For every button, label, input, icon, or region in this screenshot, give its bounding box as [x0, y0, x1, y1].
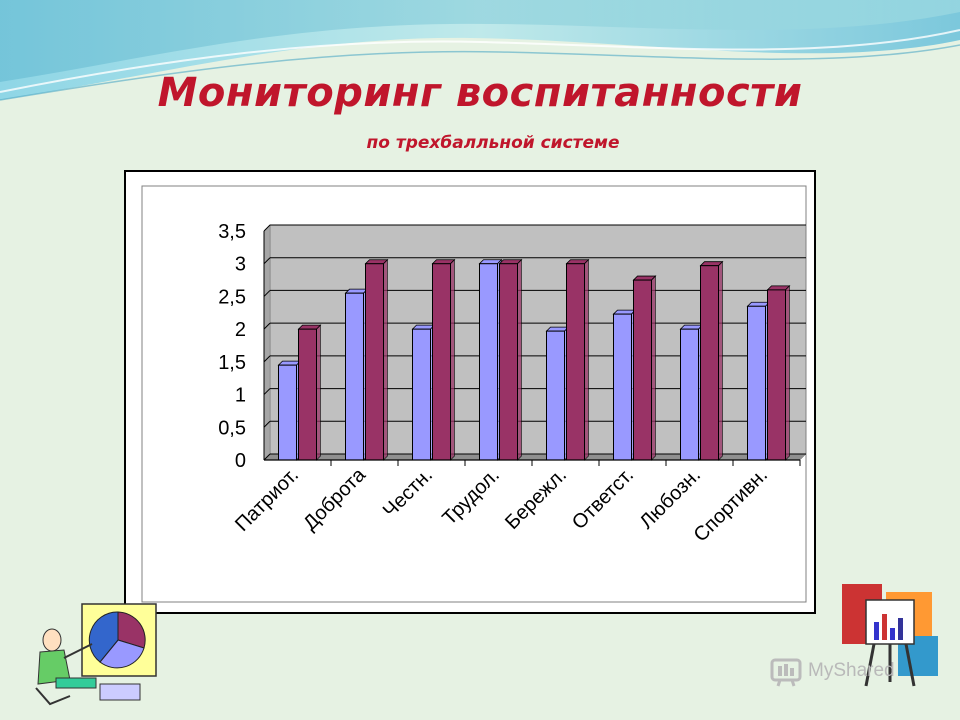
chart-frame: 0 0,5 1 1,5 2 2,5 3 3,5 Патриот. Доброта Честн. Тру… [124, 170, 816, 614]
bar [298, 328, 317, 461]
bar-side [517, 258, 522, 461]
bar [345, 292, 364, 461]
gridline-side [263, 257, 271, 265]
bar-side [584, 258, 589, 461]
bar [613, 313, 632, 461]
gridline-side [263, 420, 271, 428]
bar-side [316, 324, 321, 461]
bar-side [383, 258, 388, 461]
y-tick-label: 3,5 [218, 221, 246, 243]
bar [278, 364, 297, 461]
easel-chart-clipart [842, 584, 938, 687]
watermark-text: MyShared [808, 660, 895, 681]
bar [412, 328, 431, 461]
bar [566, 263, 585, 461]
y-tick-label: 1 [235, 385, 246, 407]
bar [680, 328, 699, 461]
y-tick-label: 2,5 [218, 286, 246, 308]
y-tick-label: 3 [235, 254, 246, 276]
bar-side [651, 275, 656, 461]
bar [747, 305, 766, 461]
bar [633, 279, 652, 461]
presenter-clipart [35, 603, 157, 706]
bar [365, 263, 384, 461]
gridline-side [263, 453, 271, 461]
bar-side [718, 260, 723, 461]
gridline-side [263, 355, 271, 363]
bar-side [785, 284, 790, 461]
gridline-side [263, 388, 271, 395]
bar [499, 263, 518, 461]
y-tick-label: 1,5 [218, 352, 246, 374]
bar [432, 263, 451, 461]
bar [767, 289, 786, 461]
gridline-side [263, 224, 271, 232]
y-tick-label: 0 [235, 450, 246, 472]
slide-title: Мониторинг воспитанности [157, 70, 803, 116]
bar-side [450, 258, 455, 461]
y-tick-label: 2 [235, 319, 246, 341]
gridline-side [263, 322, 271, 330]
bar [700, 265, 719, 461]
slide-subtitle: по трехбалльной системе [366, 133, 620, 153]
watermark-icon [770, 658, 802, 687]
y-tick-label: 0,5 [218, 417, 246, 439]
gridline-side [263, 290, 271, 297]
bar [479, 263, 498, 461]
bar [546, 330, 565, 461]
